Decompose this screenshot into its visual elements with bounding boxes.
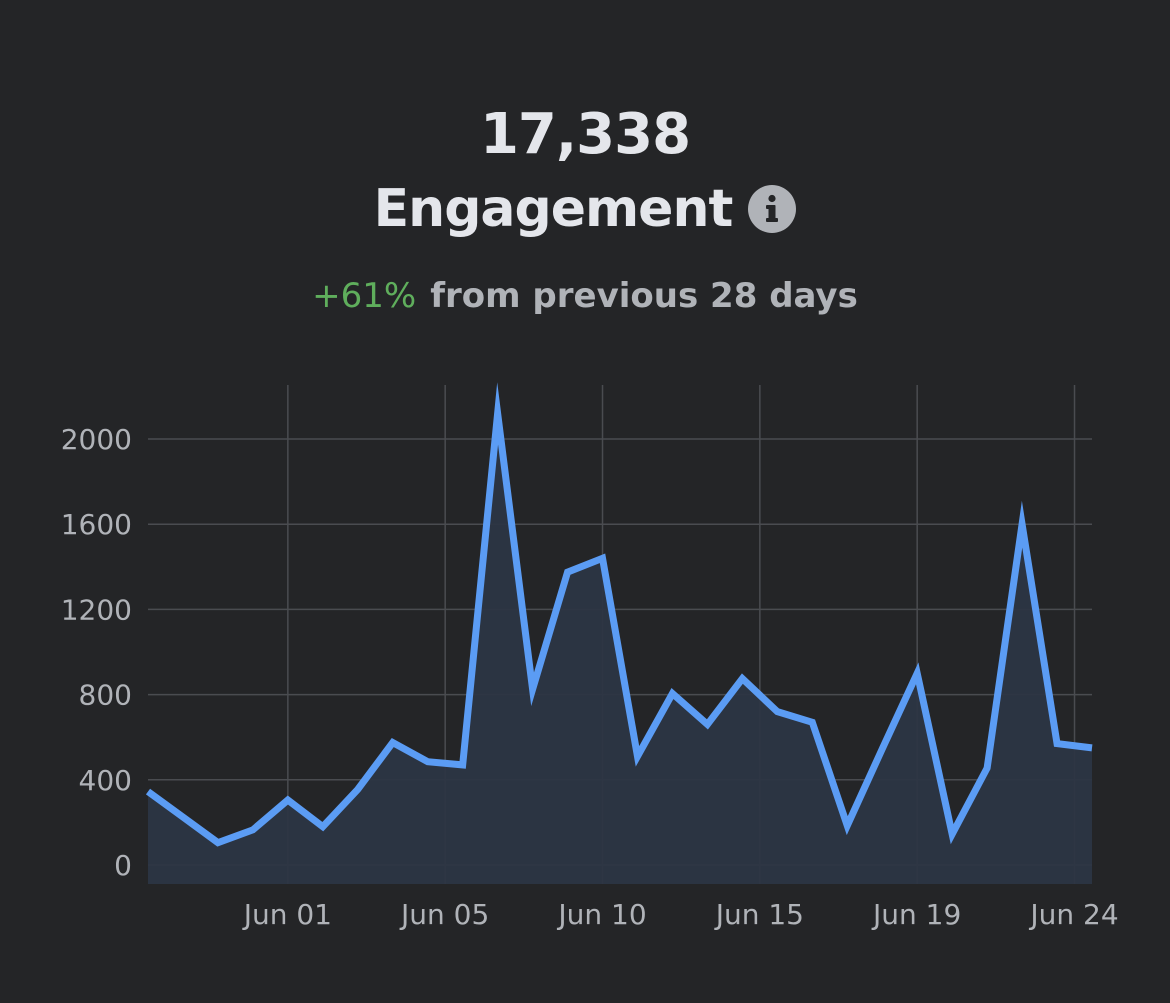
data-point-11 xyxy=(530,686,536,692)
x-tick-label-1: Jun 05 xyxy=(399,898,489,931)
data-point-26 xyxy=(1054,741,1060,747)
y-tick-label-0: 0 xyxy=(114,849,132,882)
data-point-21 xyxy=(879,746,885,752)
data-point-6 xyxy=(355,786,361,792)
x-tick-label-2: Jun 10 xyxy=(556,898,646,931)
data-point-22 xyxy=(914,670,920,676)
data-point-16 xyxy=(704,721,710,727)
engagement-area xyxy=(148,413,1092,884)
data-point-15 xyxy=(669,691,675,697)
data-point-9 xyxy=(460,762,466,768)
data-point-14 xyxy=(634,753,640,759)
metric-title: Engagement xyxy=(373,179,734,239)
data-point-24 xyxy=(984,765,990,771)
data-point-19 xyxy=(809,719,815,725)
comparison-row: +61% from previous 28 days xyxy=(0,274,1170,318)
data-point-17 xyxy=(739,676,745,682)
data-point-12 xyxy=(565,569,571,575)
data-point-4 xyxy=(285,797,291,803)
x-tick-label-3: Jun 15 xyxy=(714,898,804,931)
data-point-10 xyxy=(495,410,501,416)
x-axis-labels: Jun 01 Jun 05 Jun 10 Jun 15 Jun 19 Jun 24 xyxy=(242,898,1119,931)
data-point-3 xyxy=(250,827,256,833)
comparison-text: from previous 28 days xyxy=(430,276,858,316)
y-tick-label-800: 800 xyxy=(79,679,132,712)
x-tick-label-0: Jun 01 xyxy=(242,898,332,931)
y-axis-labels: 0 400 800 1200 1600 2000 xyxy=(61,423,132,882)
y-tick-label-400: 400 xyxy=(79,764,132,797)
data-point-1 xyxy=(180,814,186,820)
data-point-8 xyxy=(425,759,431,765)
data-point-5 xyxy=(320,824,326,830)
info-glyph-icon xyxy=(766,194,779,222)
line-layer xyxy=(145,382,1095,847)
info-icon[interactable] xyxy=(748,185,797,233)
data-point-7 xyxy=(390,740,396,746)
data-point-13 xyxy=(600,555,606,561)
metric-title-row: Engagement xyxy=(0,174,1170,244)
data-point-0 xyxy=(145,789,151,795)
data-point-25 xyxy=(1019,521,1025,527)
metric-value: 17,338 xyxy=(479,102,691,167)
engagement-line xyxy=(145,382,1093,847)
data-point-20 xyxy=(844,823,850,829)
x-tick-label-5: Jun 24 xyxy=(1028,898,1118,931)
data-point-27 xyxy=(1089,745,1095,751)
y-tick-label-1600: 1600 xyxy=(61,508,132,541)
change-percentage: +61% xyxy=(312,276,417,316)
area-layer xyxy=(148,413,1092,884)
x-tick-label-4: Jun 19 xyxy=(871,898,961,931)
y-tick-label-1200: 1200 xyxy=(61,593,132,626)
data-point-2 xyxy=(215,840,221,846)
y-tick-label-2000: 2000 xyxy=(61,423,132,456)
data-point-18 xyxy=(774,709,780,715)
data-point-23 xyxy=(949,831,955,837)
